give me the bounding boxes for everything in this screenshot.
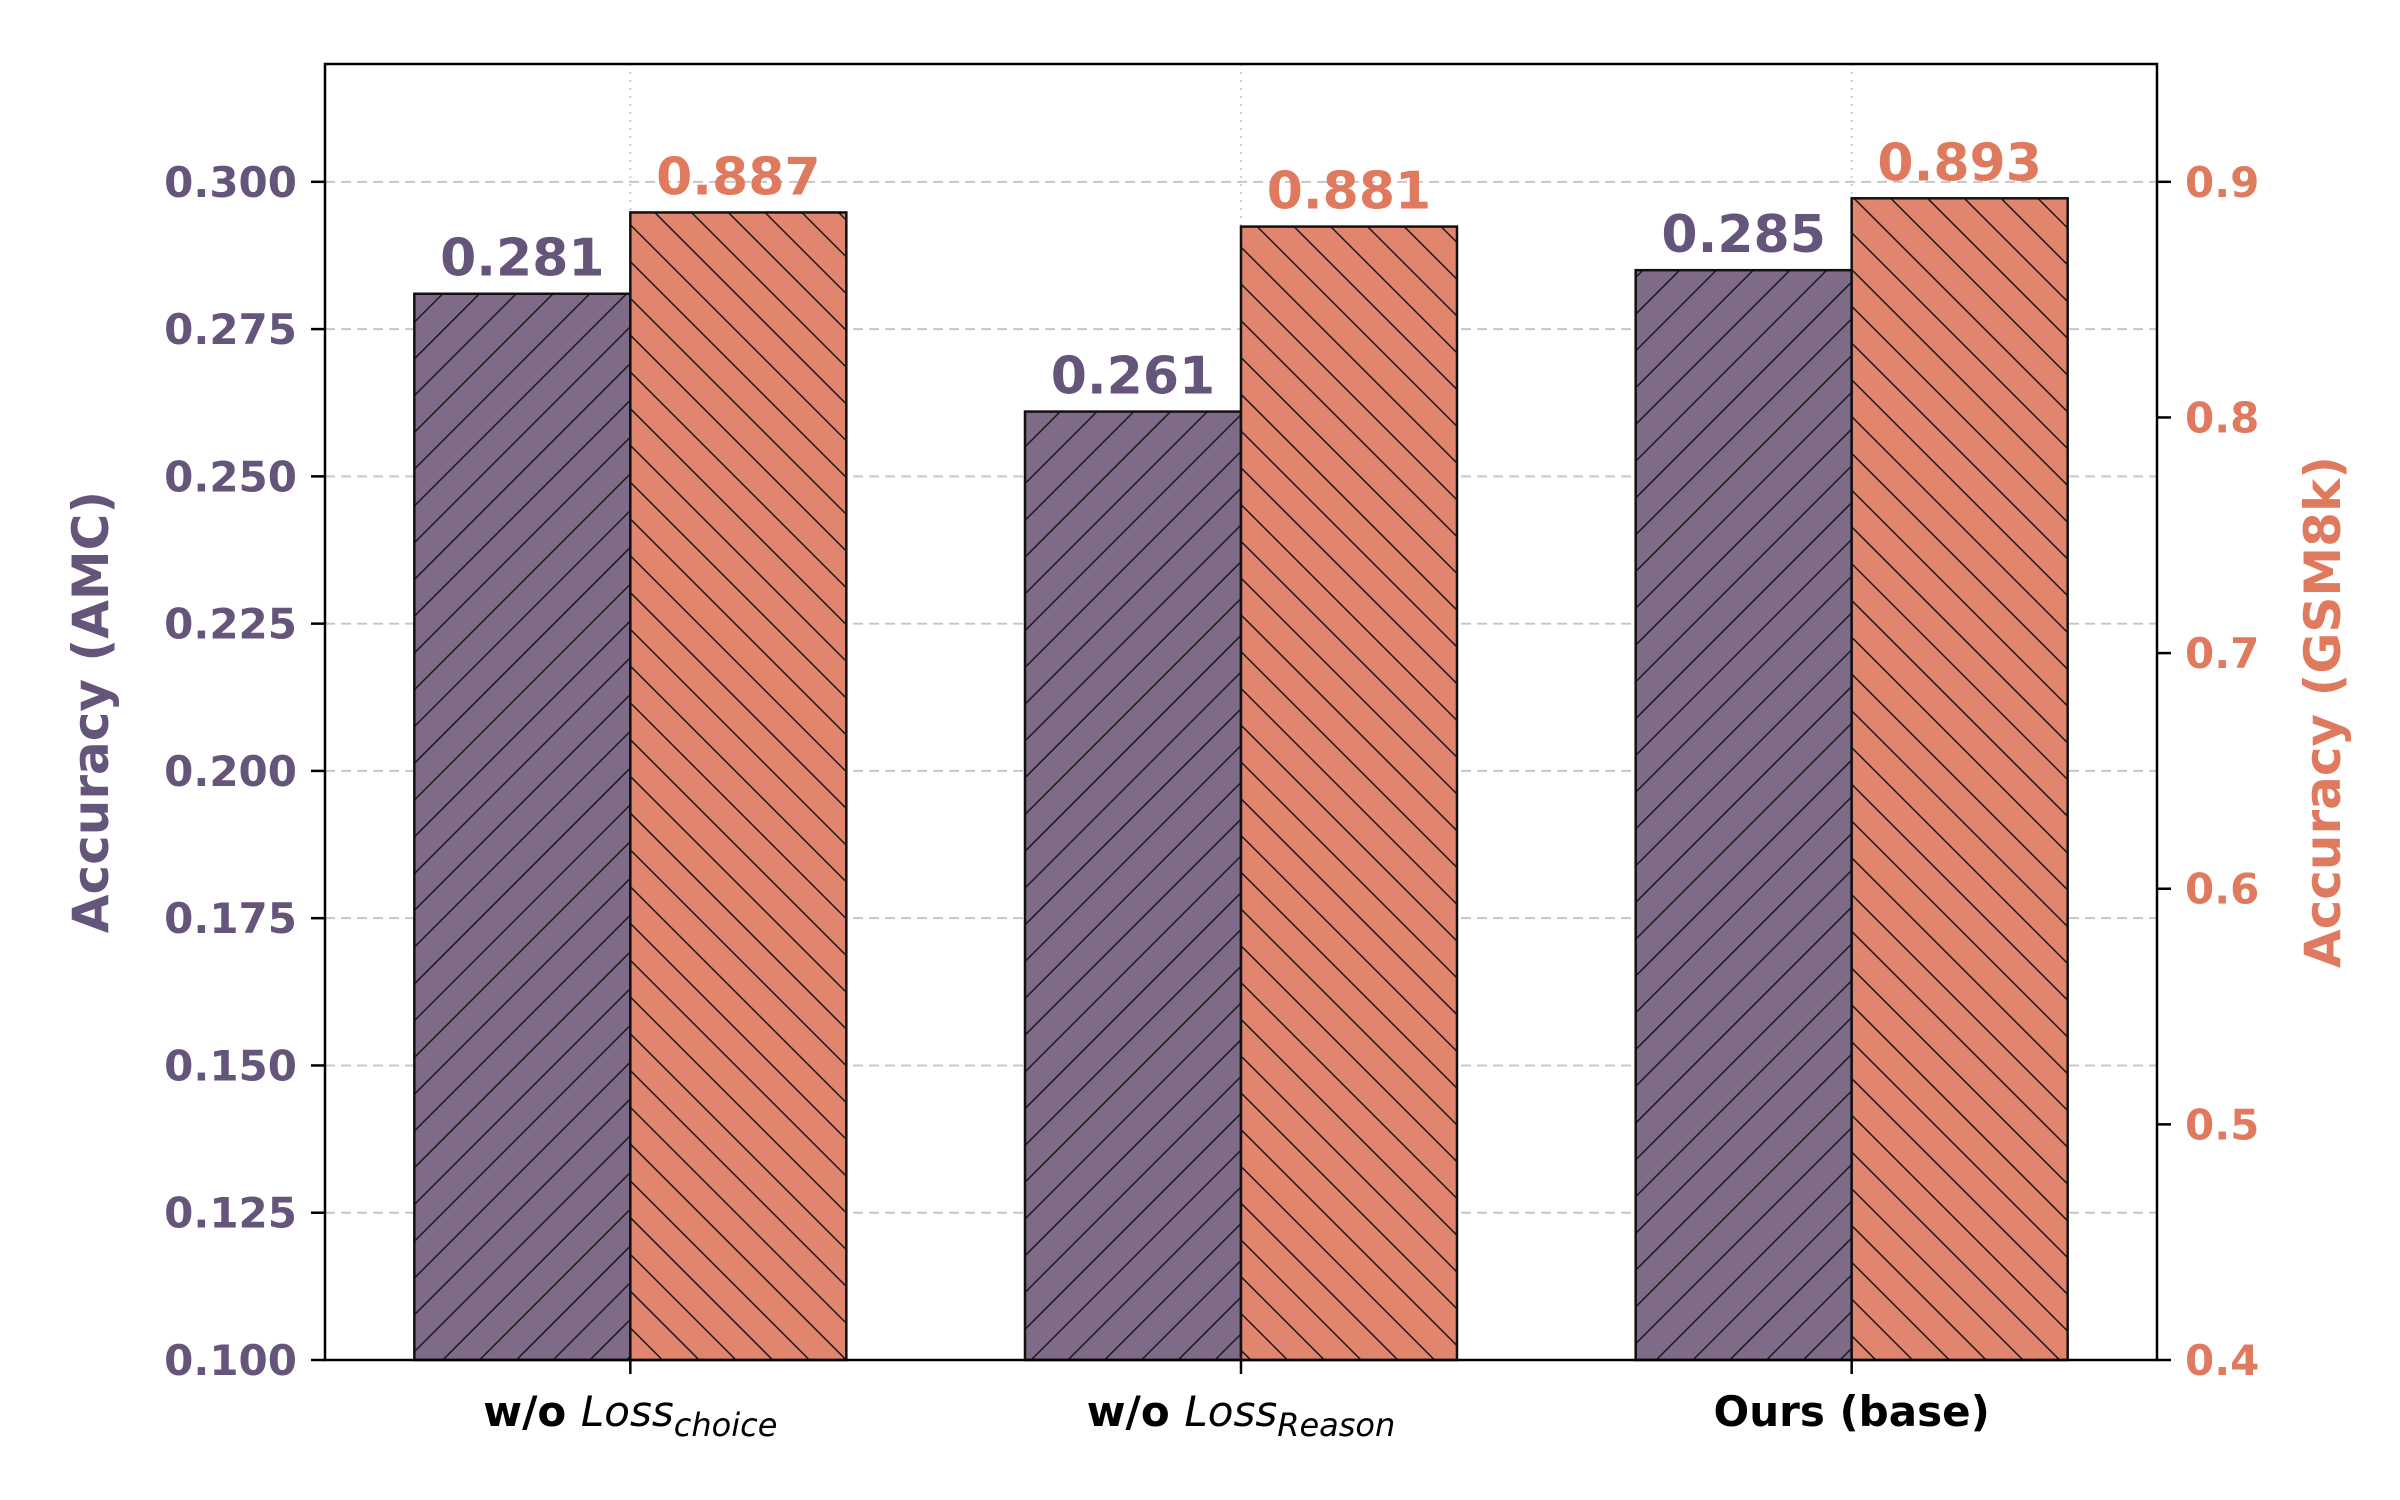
left-tick-label: 0.250 <box>164 452 297 501</box>
x-tick-label: w/o LossReason <box>1087 1387 1396 1444</box>
left-tick-label: 0.200 <box>164 747 297 796</box>
right-axis-title: Accuracy (GSM8k) <box>2294 456 2352 968</box>
bars <box>413 197 2069 1362</box>
right-tick-label: 0.8 <box>2185 393 2259 442</box>
data-label: 0.261 <box>1051 347 1215 407</box>
left-tick-label: 0.125 <box>164 1189 297 1238</box>
x-axis: w/o Losschoice w/o LossReason Ours (base) <box>483 1360 1990 1444</box>
right-tick-label: 0.5 <box>2185 1100 2259 1149</box>
bar-hatch <box>413 292 632 1362</box>
right-tick-label: 0.9 <box>2185 158 2259 207</box>
data-label: 0.881 <box>1267 162 1431 222</box>
data-label: 0.893 <box>1877 133 2041 193</box>
left-tick-label: 0.275 <box>164 305 297 354</box>
left-tick-label: 0.150 <box>164 1041 297 1090</box>
bar-hatch <box>629 211 848 1362</box>
right-tick-label: 0.7 <box>2185 629 2259 678</box>
left-tick-label: 0.225 <box>164 600 297 649</box>
x-tick-label: Ours (base) <box>1714 1387 1990 1436</box>
bar-hatch <box>1239 225 1459 1362</box>
right-tick-label: 0.4 <box>2185 1336 2259 1385</box>
left-tick-label: 0.100 <box>164 1336 297 1385</box>
right-tick-label: 0.6 <box>2185 865 2259 914</box>
right-y-axis: 0.4 0.5 0.6 0.7 0.8 0.9 <box>2157 158 2259 1385</box>
data-labels: 0.281 0.261 0.285 0.887 0.881 0.893 <box>440 133 2042 406</box>
data-label: 0.887 <box>656 147 820 207</box>
bar-hatch <box>1634 268 1853 1362</box>
left-tick-label: 0.175 <box>164 894 297 943</box>
bar-hatch <box>1850 197 2069 1362</box>
data-label: 0.285 <box>1661 205 1825 265</box>
x-tick-label: w/o Losschoice <box>483 1387 777 1444</box>
data-label: 0.281 <box>440 229 604 289</box>
bar-hatch <box>1023 410 1243 1362</box>
left-tick-label: 0.300 <box>164 158 297 207</box>
left-axis-title: Accuracy (AMC) <box>62 491 120 933</box>
left-y-axis: 0.100 0.125 0.150 0.175 0.200 0.225 0.250 0.275… <box>164 158 325 1385</box>
